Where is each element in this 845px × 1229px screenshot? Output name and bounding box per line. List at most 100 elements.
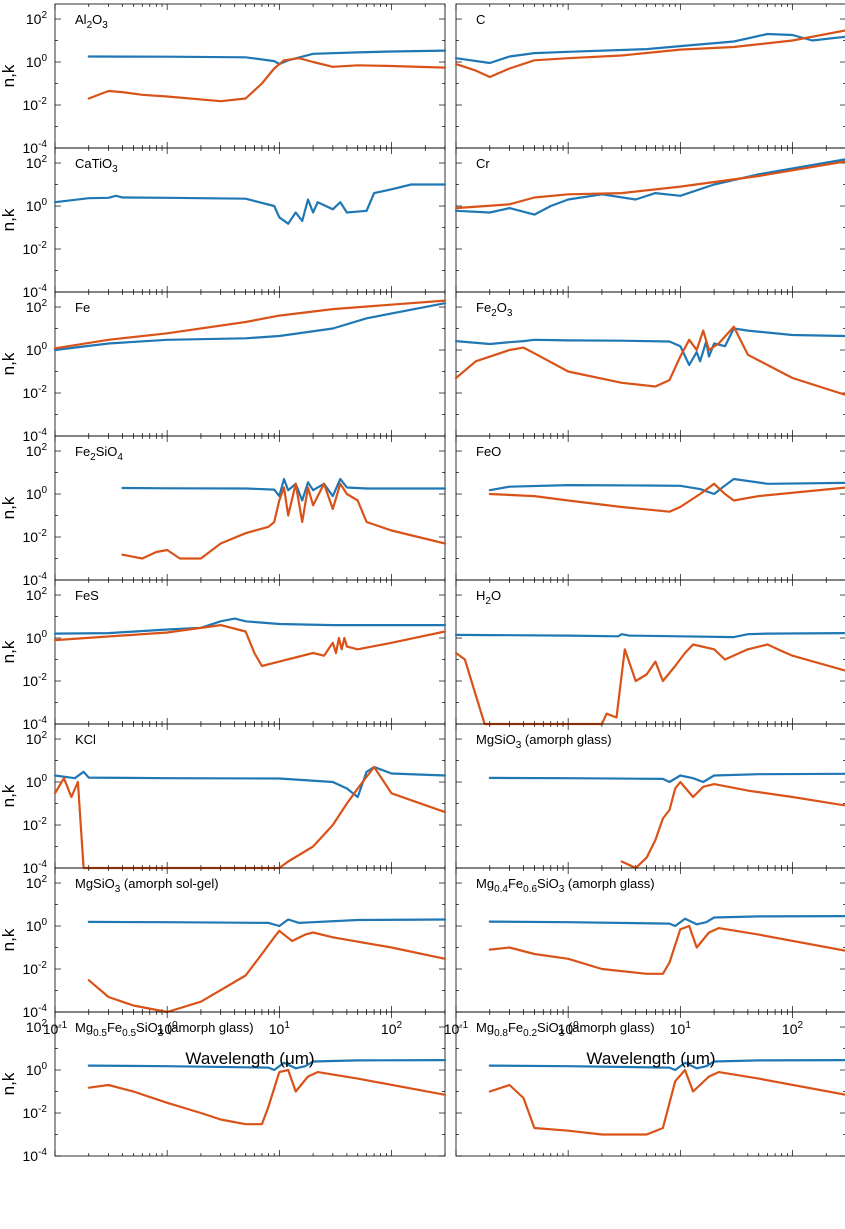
- series-n-line: [53, 617, 447, 635]
- series-k-line: [454, 325, 845, 396]
- series-k-line: [121, 482, 447, 560]
- y-axis-title: n,k: [0, 352, 18, 375]
- panel-title: Fe2O3: [476, 300, 513, 319]
- panel-frame: [455, 291, 845, 437]
- panel-kcl: 10-4 10-2 100 102 n,k KCl: [0, 723, 447, 876]
- y-tick-label: 100: [26, 629, 48, 646]
- y-tick-label: 10-2: [23, 384, 48, 401]
- panel-fe2sio4: 10-4 10-2 100 102 n,k Fe2SiO4: [0, 435, 447, 588]
- series-k-line: [488, 1068, 845, 1136]
- series-k-line: [53, 765, 447, 870]
- panel-frame: [54, 723, 446, 869]
- y-axis-title: n,k: [0, 784, 18, 807]
- series-k-line: [454, 643, 845, 726]
- x-tick-label: 101: [670, 1020, 692, 1037]
- y-tick-label: 102: [26, 154, 48, 171]
- panel-title: Al2O3: [75, 12, 108, 31]
- panel-frame: [455, 1011, 845, 1157]
- y-tick-label: 102: [26, 298, 48, 315]
- y-tick-label: 10-4: [23, 283, 48, 300]
- y-tick-label: 100: [26, 341, 48, 358]
- y-axis-title: n,k: [0, 928, 18, 951]
- y-axis-title: n,k: [0, 208, 18, 231]
- y-tick-label: 100: [26, 917, 48, 934]
- panel-frame: [54, 579, 446, 725]
- panel-title: Fe: [75, 300, 90, 315]
- panel-frame: [455, 3, 845, 149]
- panel-frame: [54, 3, 446, 149]
- panel-frame: [455, 435, 845, 581]
- x-tick-label: 101: [269, 1020, 291, 1037]
- series-k-line: [87, 929, 447, 1014]
- y-tick-label: 10-4: [23, 1147, 48, 1164]
- series-k-line: [488, 924, 845, 975]
- y-tick-label: 10-4: [23, 571, 48, 588]
- panel-grid: 10-4 10-2 100 102 n,k Al2O3 C 10-4 10-2 100 102 n,k…: [0, 3, 845, 1164]
- panel-fe: 10-4 10-2 100 102 n,k Fe: [0, 291, 447, 444]
- y-tick-label: 102: [26, 442, 48, 459]
- panel-title: CaTiO3: [75, 156, 118, 175]
- panel-mg0-4fe0-6sio3-amorph-glass-: 10-1 100 101 102 Mg0.4Fe0.6SiO3 (amorph glas…: [444, 867, 845, 1037]
- y-tick-label: 10-2: [23, 816, 48, 833]
- series-n-line: [488, 915, 845, 928]
- panel-mgsio3-amorph-sol-gel-: 10-4 10-2 100 102 n,k 10-1 100 101 102 MgSiO3 (am…: [0, 867, 447, 1037]
- x-tick-label: 10-1: [43, 1020, 68, 1037]
- x-tick-label: 100: [157, 1020, 179, 1037]
- y-tick-label: 10-2: [23, 672, 48, 689]
- y-tick-label: 102: [26, 730, 48, 747]
- y-tick-label: 10-2: [23, 96, 48, 113]
- series-n-line: [488, 772, 845, 784]
- y-tick-label: 100: [26, 485, 48, 502]
- y-tick-label: 10-2: [23, 960, 48, 977]
- series-n-line: [53, 765, 447, 799]
- y-axis-title: n,k: [0, 64, 18, 87]
- panel-title: C: [476, 12, 485, 27]
- series-k-line: [53, 623, 447, 668]
- series-n-line: [454, 632, 845, 639]
- x-axis-title-left: Wavelength (μm): [185, 1049, 314, 1068]
- series-n-line: [53, 183, 447, 225]
- panel-title: H2O: [476, 588, 501, 607]
- x-tick-label: 102: [381, 1020, 403, 1037]
- x-axis-title-right: Wavelength (μm): [586, 1049, 715, 1068]
- series-k-line: [488, 482, 845, 513]
- panel-title: MgSiO3 (amorph glass): [476, 732, 612, 751]
- x-tick-label: 100: [558, 1020, 580, 1037]
- series-k-line: [454, 29, 845, 79]
- series-k-line: [454, 160, 845, 210]
- y-tick-label: 10-2: [23, 1104, 48, 1121]
- y-tick-label: 102: [26, 10, 48, 27]
- panel-title: Fe2SiO4: [75, 444, 123, 463]
- panel-title: MgSiO3 (amorph sol-gel): [75, 876, 219, 895]
- panel-al2o3: 10-4 10-2 100 102 n,k Al2O3: [0, 3, 447, 156]
- y-tick-label: 100: [26, 773, 48, 790]
- series-n-line: [53, 302, 447, 352]
- axis-titles: Wavelength (μm) Wavelength (μm): [185, 1049, 715, 1068]
- series-n-line: [454, 32, 845, 65]
- y-tick-label: 10-4: [23, 139, 48, 156]
- series-n-line: [488, 477, 845, 496]
- panel-title: Mg0.4Fe0.6SiO3 (amorph glass): [476, 876, 655, 895]
- panel-mgsio3-amorph-glass-: MgSiO3 (amorph glass): [455, 723, 845, 870]
- series-n-line: [488, 1059, 845, 1072]
- panel-frame: [54, 1011, 446, 1157]
- y-tick-label: 100: [26, 197, 48, 214]
- series-k-line: [53, 299, 447, 350]
- y-tick-label: 10-4: [23, 427, 48, 444]
- panel-feo: FeO: [455, 435, 845, 581]
- series-n-line: [454, 158, 845, 216]
- x-tick-label: 102: [782, 1020, 804, 1037]
- y-axis-title: n,k: [0, 640, 18, 663]
- y-tick-label: 100: [26, 1061, 48, 1078]
- panel-fe2o3: Fe2O3: [454, 291, 845, 437]
- y-axis-title: n,k: [0, 1072, 18, 1095]
- y-tick-label: 10-4: [23, 715, 48, 732]
- series-n-line: [87, 49, 447, 66]
- panel-title: Mg0.8Fe0.2SiO3 (amorph glass): [476, 1020, 655, 1039]
- series-n-line: [87, 1058, 447, 1072]
- y-tick-label: 102: [26, 874, 48, 891]
- series-k-line: [87, 57, 447, 103]
- panel-title: Mg0.5Fe0.5SiO3 (amorph glass): [75, 1020, 254, 1039]
- y-tick-label: 10-2: [23, 240, 48, 257]
- x-tick-label: 10-1: [444, 1020, 469, 1037]
